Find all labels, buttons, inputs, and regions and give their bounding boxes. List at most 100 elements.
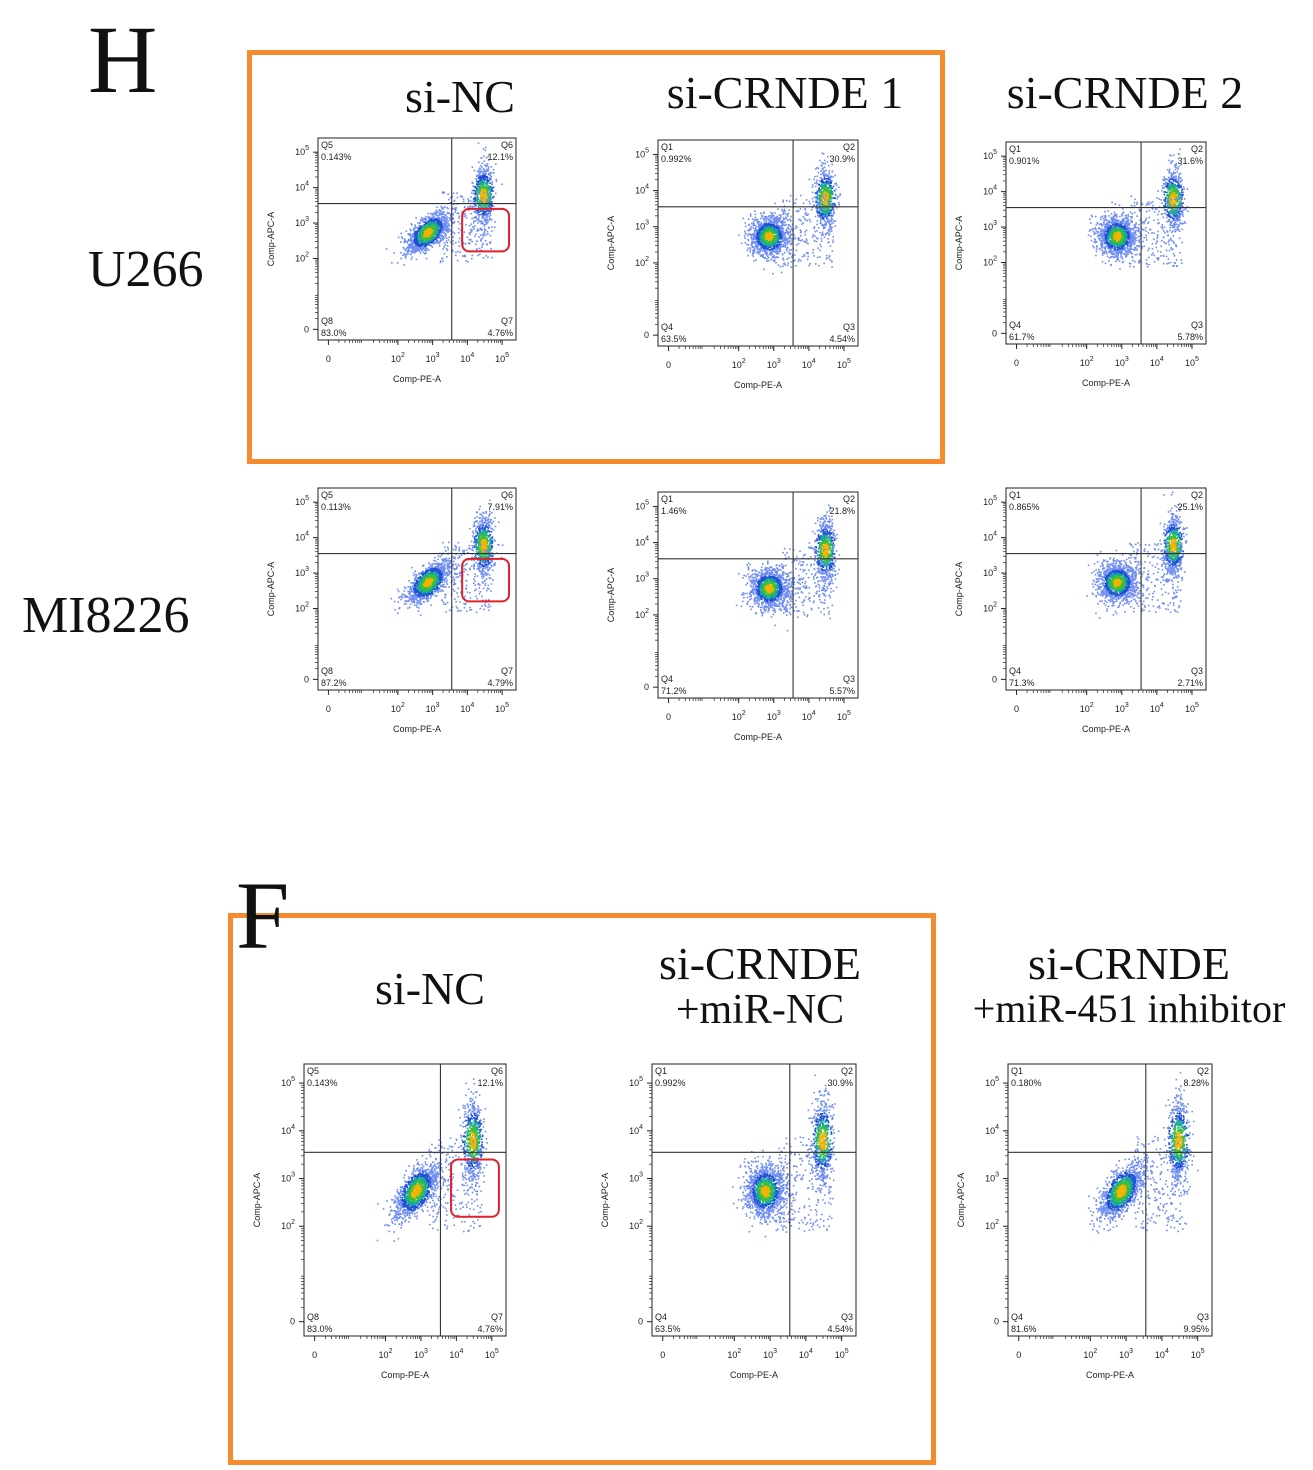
event-dot	[1103, 221, 1105, 224]
event-dot	[438, 209, 441, 212]
event-dot	[483, 187, 486, 189]
event-dot	[415, 217, 417, 219]
event-dot	[818, 187, 820, 190]
event-dot	[829, 215, 832, 217]
event-dot	[822, 218, 824, 220]
event-dot	[440, 240, 442, 242]
event-dot	[804, 230, 807, 233]
event-dot	[828, 173, 831, 175]
event-dot	[808, 264, 810, 267]
quadrant-name-ul: Q5	[321, 140, 333, 150]
event-dot	[475, 191, 478, 193]
event-dot	[826, 208, 829, 211]
event-dot	[1124, 237, 1126, 240]
event-dot	[760, 247, 763, 249]
event-dot	[1110, 253, 1113, 255]
x-tick-label: 0	[666, 360, 671, 370]
event-dot	[440, 217, 443, 219]
event-dot	[786, 258, 788, 260]
event-dot	[484, 200, 487, 202]
event-dot	[803, 240, 805, 243]
event-dot	[477, 212, 479, 215]
event-dot	[428, 222, 431, 224]
event-dot	[828, 241, 830, 243]
event-dot	[769, 235, 771, 237]
event-dot	[819, 206, 821, 209]
event-dot	[759, 241, 762, 244]
event-dot	[824, 209, 826, 212]
event-dot	[766, 232, 769, 234]
event-dot	[404, 239, 406, 242]
event-dot	[428, 240, 431, 242]
event-dot	[427, 217, 430, 219]
event-dot	[770, 223, 773, 226]
event-dot	[477, 206, 480, 208]
event-dot	[396, 262, 399, 264]
event-dot	[446, 249, 449, 252]
event-dot	[750, 222, 753, 225]
event-dot	[418, 241, 421, 243]
event-dot	[429, 212, 432, 215]
event-dot	[770, 236, 773, 238]
event-dot	[749, 251, 752, 253]
event-dot	[753, 231, 756, 234]
event-dot	[490, 166, 493, 168]
highlight-box-h	[247, 50, 945, 464]
event-dot	[830, 209, 833, 211]
event-dot	[430, 241, 432, 244]
event-dot	[766, 230, 768, 233]
event-dot	[434, 231, 437, 234]
event-dot	[432, 217, 435, 219]
event-dot	[478, 167, 481, 170]
event-dot	[1107, 228, 1109, 230]
event-dot	[756, 248, 759, 251]
event-dot	[463, 215, 465, 218]
event-dot	[1131, 216, 1133, 218]
event-dot	[830, 230, 833, 232]
event-dot	[429, 236, 432, 239]
event-dot	[768, 219, 770, 221]
event-dot	[413, 228, 415, 230]
event-dot	[769, 232, 771, 235]
event-dot	[761, 232, 764, 235]
event-dot	[484, 210, 487, 213]
event-dot	[428, 231, 430, 234]
quadrant-name-lr: Q7	[501, 316, 513, 326]
event-dot	[829, 199, 831, 201]
event-dot	[768, 215, 771, 217]
event-dot	[773, 241, 775, 244]
y-axis-label: Comp-APC-A	[606, 216, 616, 271]
event-dot	[440, 229, 442, 232]
event-dot	[447, 231, 449, 233]
event-dot	[820, 191, 822, 193]
event-dot	[423, 226, 426, 229]
event-dot	[441, 212, 444, 214]
event-dot	[439, 221, 442, 224]
event-dot	[823, 170, 826, 173]
event-dot	[485, 156, 488, 159]
event-dot	[801, 239, 803, 241]
event-dot	[467, 242, 470, 245]
event-dot	[824, 173, 827, 176]
event-dot	[1102, 217, 1105, 220]
event-dot	[819, 204, 822, 207]
event-dot	[451, 208, 454, 211]
event-dot	[413, 236, 415, 238]
event-dot	[416, 237, 418, 240]
event-dot	[827, 198, 829, 201]
event-dot	[818, 214, 821, 217]
event-dot	[780, 245, 782, 247]
event-dot	[486, 168, 488, 171]
event-dot	[823, 202, 826, 205]
event-dot	[764, 250, 767, 252]
event-dot	[484, 175, 487, 178]
event-dot	[761, 236, 764, 239]
event-dot	[493, 171, 495, 174]
event-dot	[784, 242, 786, 245]
event-dot	[782, 227, 784, 230]
event-dot	[444, 219, 446, 221]
event-dot	[430, 234, 433, 236]
event-dot	[787, 262, 790, 264]
event-dot	[1127, 229, 1130, 231]
event-dot	[779, 233, 781, 236]
